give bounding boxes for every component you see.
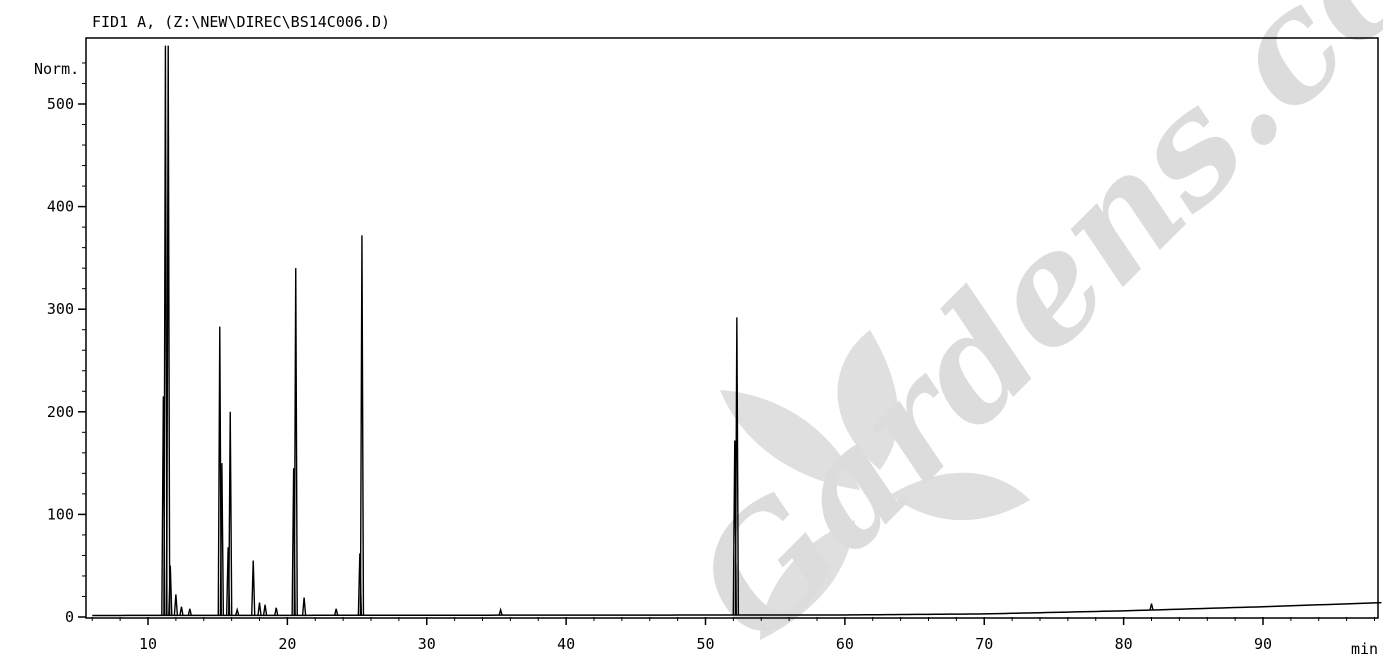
watermark: Gardens.com <box>661 0 1383 657</box>
chart-title: FID1 A, (Z:\NEW\DIREC\BS14C006.D) <box>92 13 390 31</box>
y-tick-label: 200 <box>47 403 74 421</box>
y-tick-label: 300 <box>47 300 74 318</box>
y-axis: 0 100 200 300 400 500 <box>47 62 86 626</box>
y-axis-label: Norm. <box>34 60 79 78</box>
peak <box>1149 603 1154 611</box>
peak <box>179 606 184 616</box>
plot-frame <box>85 37 1379 619</box>
peak <box>173 594 179 616</box>
peak <box>333 608 339 616</box>
peak <box>359 235 365 616</box>
x-tick-label: 20 <box>278 635 296 653</box>
peak <box>228 411 233 616</box>
peak <box>168 565 173 616</box>
watermark-text: Gardens.com <box>661 0 1383 657</box>
y-tick-label: 400 <box>47 198 74 216</box>
baseline <box>92 601 1382 617</box>
x-axis: 10 20 30 40 50 60 70 80 90 <box>91 617 1375 653</box>
peak <box>163 45 168 616</box>
x-tick-label: 70 <box>975 635 993 653</box>
x-tick-label: 90 <box>1254 635 1272 653</box>
peak <box>301 597 307 616</box>
peak <box>498 607 503 616</box>
peak <box>219 463 225 616</box>
x-tick-label: 60 <box>836 635 854 653</box>
x-tick-label: 30 <box>418 635 436 653</box>
x-tick-label: 40 <box>557 635 575 653</box>
chromatogram-trace <box>92 45 1382 617</box>
peak <box>274 607 279 616</box>
peak <box>262 604 268 616</box>
peak <box>235 607 240 616</box>
y-tick-label: 100 <box>47 505 74 523</box>
x-axis-label: min <box>1351 640 1378 657</box>
x-tick-label: 50 <box>696 635 714 653</box>
peak <box>734 317 740 616</box>
y-tick-label: 0 <box>65 608 74 626</box>
peak <box>166 45 171 616</box>
peak <box>293 268 298 616</box>
x-tick-label: 10 <box>139 635 157 653</box>
leaf-logo-icon <box>720 330 1030 640</box>
peak <box>187 608 192 616</box>
y-tick-label: 500 <box>47 95 74 113</box>
peak <box>251 560 256 616</box>
x-tick-label: 80 <box>1115 635 1133 653</box>
peak <box>257 602 262 616</box>
